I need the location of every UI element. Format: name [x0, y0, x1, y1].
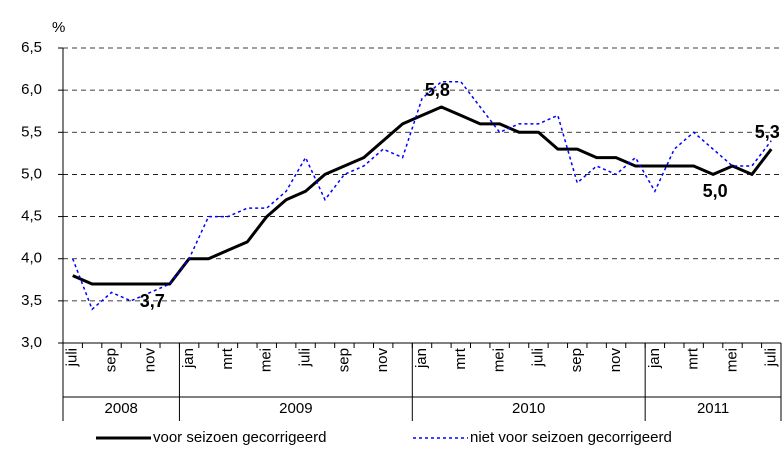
data-label: 5,8 — [425, 80, 450, 100]
year-label: 2010 — [512, 400, 545, 417]
y-tick-label: 4,5 — [21, 208, 42, 225]
legend-label: niet voor seizoen gecorrigeerd — [470, 429, 672, 446]
y-tick-label: 3,0 — [21, 334, 42, 351]
y-tick-label: 3,5 — [21, 292, 42, 309]
x-tick-label: mei — [723, 348, 740, 372]
x-tick-label: sep — [335, 348, 352, 372]
x-tick-label: nov — [374, 348, 391, 373]
data-label: 5,0 — [703, 181, 728, 201]
x-tick-label: juli — [64, 348, 81, 367]
x-tick-label: sep — [102, 348, 119, 372]
data-label: 3,7 — [140, 291, 165, 311]
x-tick-label: nov — [141, 348, 158, 373]
x-tick-label: juli — [297, 348, 314, 367]
x-tick-label: mei — [491, 348, 508, 372]
y-tick-label: 6,0 — [21, 81, 42, 98]
y-axis-label: % — [52, 19, 65, 36]
x-tick-label: sep — [568, 348, 585, 372]
x-tick-label: juli — [762, 348, 779, 367]
x-tick-label: nov — [607, 348, 624, 373]
legend-label: voor seizoen gecorrigeerd — [153, 429, 326, 446]
series-line — [72, 105, 773, 286]
series-line — [72, 80, 772, 311]
x-tick-label: jan — [646, 348, 663, 369]
year-label: 2009 — [279, 400, 312, 417]
data-label: 5,3 — [755, 122, 780, 142]
y-tick-label: 4,0 — [21, 250, 42, 267]
x-tick-label: mrt — [219, 347, 236, 369]
y-tick-label: 6,5 — [21, 39, 42, 56]
year-label: 2011 — [697, 400, 729, 417]
x-tick-label: mrt — [452, 347, 469, 369]
x-tick-label: jan — [180, 348, 197, 369]
x-tick-label: mei — [258, 348, 275, 372]
x-tick-label: mrt — [685, 347, 702, 369]
y-tick-label: 5,0 — [21, 165, 42, 182]
x-tick-label: juli — [529, 348, 546, 367]
y-tick-label: 5,5 — [21, 123, 42, 140]
year-label: 2008 — [105, 400, 138, 417]
x-tick-label: jan — [413, 348, 430, 369]
